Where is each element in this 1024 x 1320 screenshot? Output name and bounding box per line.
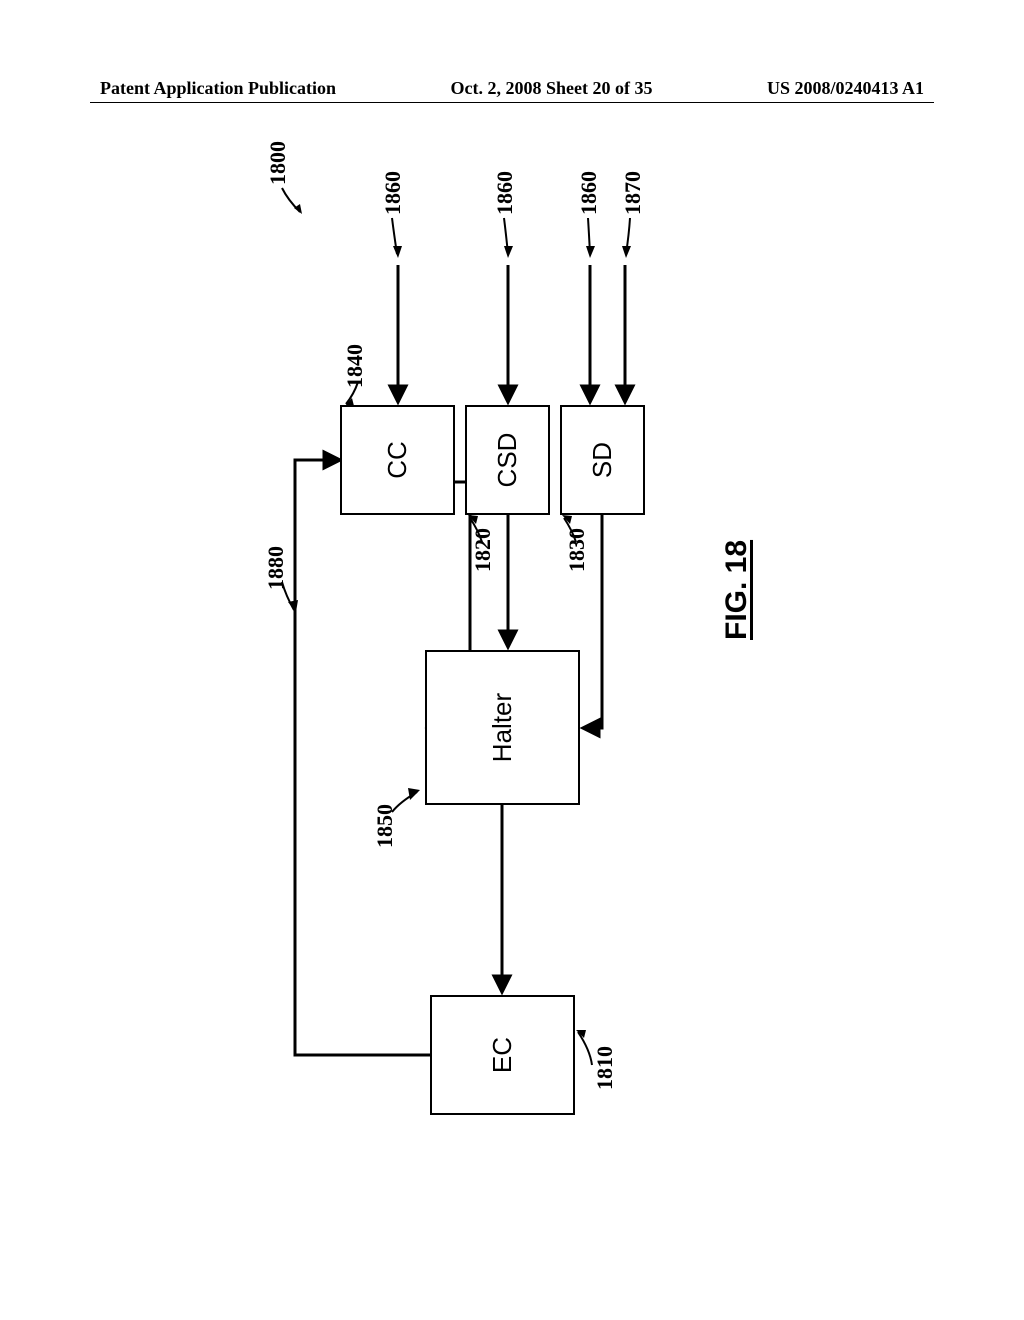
ref-1860c: 1860 bbox=[576, 171, 602, 215]
node-halter-label: Halter bbox=[487, 693, 518, 762]
ref-1860b: 1860 bbox=[492, 171, 518, 215]
ref-1870: 1870 bbox=[620, 171, 646, 215]
figure-label: FIG. 18 bbox=[720, 540, 754, 640]
ref-1850: 1850 bbox=[372, 804, 398, 848]
figure-diagram: EC Halter CC CSD SD 1800 1810 1820 1830 … bbox=[70, 230, 920, 960]
header-left: Patent Application Publication bbox=[100, 78, 336, 99]
node-sd: SD bbox=[560, 405, 645, 515]
node-cc-label: CC bbox=[382, 441, 413, 479]
header-right: US 2008/0240413 A1 bbox=[767, 78, 924, 99]
node-halter: Halter bbox=[425, 650, 580, 805]
ref-1800: 1800 bbox=[265, 141, 291, 185]
ref-1830: 1830 bbox=[564, 528, 590, 572]
ref-1840: 1840 bbox=[342, 344, 368, 388]
node-sd-label: SD bbox=[587, 442, 618, 478]
ref-1820: 1820 bbox=[470, 528, 496, 572]
page-header: Patent Application Publication Oct. 2, 2… bbox=[0, 78, 1024, 99]
header-center: Oct. 2, 2008 Sheet 20 of 35 bbox=[451, 78, 653, 99]
node-csd: CSD bbox=[465, 405, 550, 515]
ref-1880: 1880 bbox=[263, 546, 289, 590]
node-ec: EC bbox=[430, 995, 575, 1115]
node-ec-label: EC bbox=[487, 1037, 518, 1073]
node-cc: CC bbox=[340, 405, 455, 515]
node-csd-label: CSD bbox=[492, 433, 523, 488]
connector-layer bbox=[70, 230, 920, 960]
ref-1860a: 1860 bbox=[380, 171, 406, 215]
ref-1810: 1810 bbox=[592, 1046, 618, 1090]
header-rule bbox=[90, 102, 934, 103]
